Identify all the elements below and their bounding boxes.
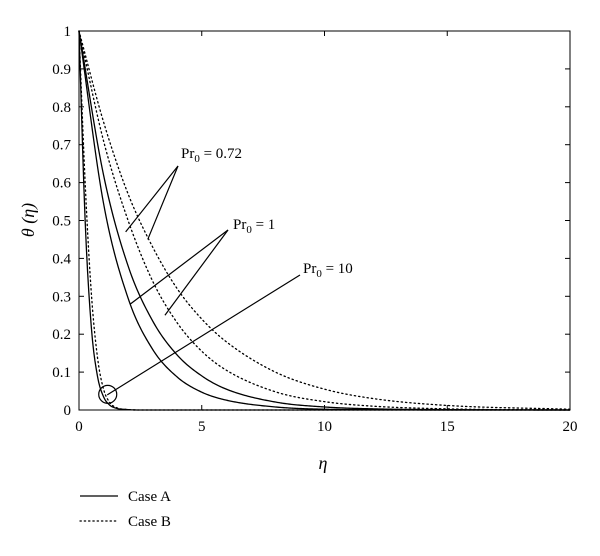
x-tick-label: 15 [440,419,455,435]
annotation-label-sub: 0 [316,268,322,280]
y-tick-label: 0.9 [52,62,71,78]
annotation-circle [98,384,118,404]
series-line-case-b-pr0-1 [78,30,571,411]
legend-label: Case A [128,489,171,505]
annotation-label-sub: 0 [246,224,252,236]
y-tick-label: 0.3 [52,289,71,305]
x-tick-label: 0 [75,419,83,435]
y-tick-label: 0 [64,403,72,419]
annotation-label-rest: = 10 [322,261,353,277]
series-line-case-a-pr0-0_72 [78,30,570,411]
annotation-pointer [125,165,179,233]
annotation-label-rest: = 0.72 [200,146,242,162]
annotation-pointer [147,165,179,240]
plot-border [78,30,571,411]
y-tick-label: 0.1 [52,365,71,381]
y-tick-label: 0.2 [52,327,71,343]
y-tick-label: 0.5 [52,214,71,230]
annotation-pointer [164,229,229,316]
annotation-label-sub: 0 [194,153,200,165]
annotation-label: Pr0 = 0.72 [181,146,242,165]
x-tick-label: 5 [198,419,206,435]
series-line-case-b-pr0-10 [78,30,571,411]
x-tick-label: 20 [563,419,578,435]
series-line-case-a-pr0-1 [78,30,570,411]
y-tick-label: 0.6 [52,176,71,192]
annotation-label-main: Pr [181,146,194,162]
series-line-case-b-pr0-0_72 [78,30,571,410]
series-layer [78,30,571,411]
x-axis-label: η [319,453,328,473]
annotation-label: Pr0 = 1 [233,217,275,236]
plot-frame [78,30,571,411]
annotation-label-rest: = 1 [252,217,275,233]
y-tick-label: 0.8 [52,100,71,116]
y-tick-label: 0.4 [52,251,71,267]
x-axis: 0 5 10 15 20 [75,31,578,435]
y-axis: 0 0.1 0.2 0.3 0.4 0.5 0.6 0.7 0.8 0.9 1 [52,24,570,419]
annotation-pointer [130,229,229,305]
y-axis-label: θ (η) [18,203,39,237]
series-line-case-a-pr0-10 [78,30,570,411]
annotation-label-main: Pr [303,261,316,277]
legend: Case A Case B [79,489,171,530]
legend-label: Case B [128,514,171,530]
annotation-pointer [106,274,301,396]
y-tick-label: 1 [64,24,72,40]
annotation-label-main: Pr [233,217,246,233]
annotation-label: Pr0 = 10 [303,261,353,280]
x-tick-label: 10 [317,419,332,435]
y-tick-label: 0.7 [52,138,71,154]
